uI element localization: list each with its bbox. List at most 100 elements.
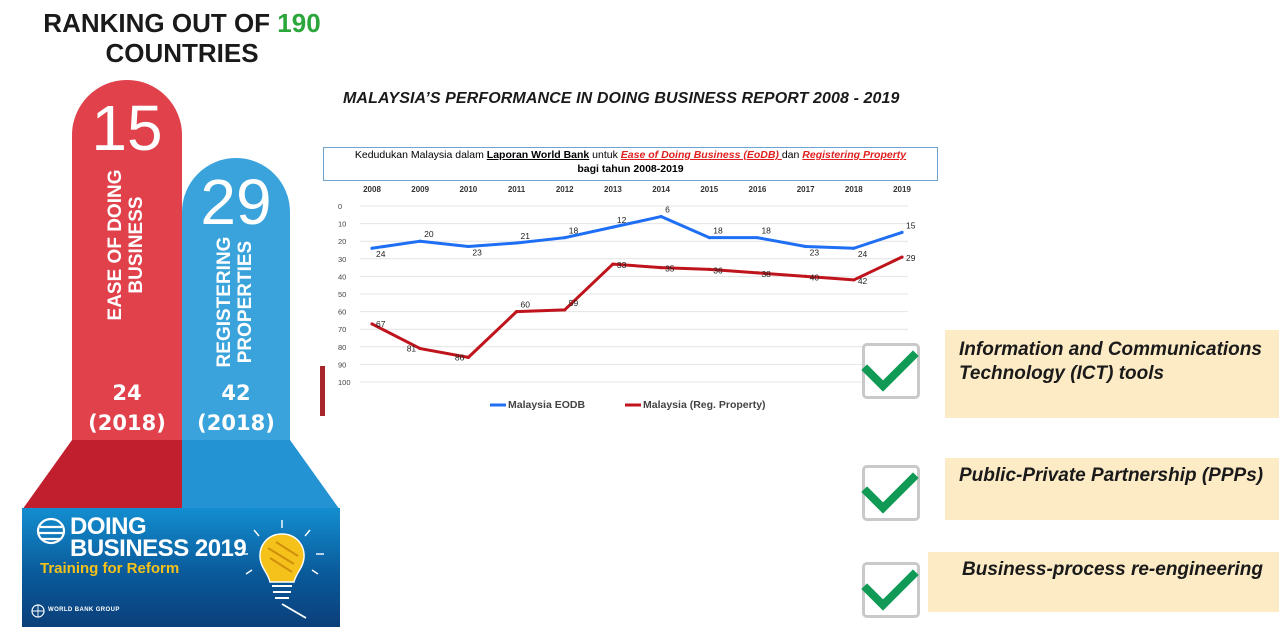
property-pillar: 29 REGISTERING PROPERTIES 42 (2018): [182, 158, 290, 440]
data-label: 6: [665, 205, 670, 215]
data-point: [418, 346, 422, 351]
eodb-prev-year: (2018): [88, 411, 166, 435]
x-tick-label: 2017: [797, 185, 815, 194]
property-prev-value: 42: [221, 381, 251, 405]
series-line-eodb: [371, 215, 903, 250]
checkbox-bpr: [861, 562, 920, 618]
data-label: 36: [713, 265, 723, 275]
data-label: 18: [761, 226, 771, 236]
legend-label: Malaysia (Reg. Property): [643, 399, 766, 411]
checklist-item-ppp: Public-Private Partnership (PPPs): [945, 458, 1279, 520]
data-label: 23: [810, 247, 820, 257]
data-label: 23: [472, 247, 482, 257]
data-point: [900, 255, 904, 259]
series-line-property: [371, 255, 903, 359]
legend-label: Malaysia EODB: [508, 399, 585, 411]
data-label: 67: [376, 319, 386, 329]
data-point: [659, 266, 663, 270]
pillar-base-blue: [182, 440, 340, 510]
checkbox-ppp: [861, 465, 920, 521]
eodb-prev-value: 24: [112, 381, 142, 405]
x-tick-label: 2016: [749, 185, 767, 194]
data-label: 20: [424, 229, 434, 239]
y-tick-label: 60: [338, 308, 346, 317]
caption-part2: Laporan World Bank: [486, 149, 590, 161]
data-point: [707, 267, 711, 271]
x-tick-label: 2011: [508, 185, 526, 194]
data-point: [514, 310, 519, 314]
accent-bar: [320, 366, 325, 416]
data-point: [611, 225, 615, 229]
x-tick-label: 2013: [604, 185, 622, 194]
x-tick-label: 2019: [893, 185, 911, 194]
banner-title: DOING BUSINESS 2019: [70, 513, 247, 562]
data-label: 18: [569, 226, 579, 236]
data-point: [370, 322, 374, 326]
y-tick-label: 80: [338, 343, 346, 352]
data-point: [900, 230, 904, 234]
db-logo-icon: [36, 517, 66, 545]
data-point: [563, 236, 567, 240]
checkbox-ict: [861, 343, 920, 399]
caption-line2: bagi tahun 2008-2019: [577, 163, 684, 175]
data-point: [370, 246, 374, 250]
y-tick-label: 100: [338, 378, 351, 387]
data-point: [659, 214, 663, 219]
data-label: 35: [665, 264, 675, 274]
data-label: 59: [569, 298, 579, 308]
x-tick-label: 2018: [845, 185, 863, 194]
data-point: [418, 239, 422, 243]
data-point: [804, 244, 808, 249]
y-tick-label: 70: [338, 325, 346, 334]
checklist-item-bpr: Business-process re-engineering: [928, 552, 1279, 612]
data-label: 21: [521, 231, 531, 241]
data-label: 86: [455, 352, 465, 362]
pillar-base: [22, 440, 340, 510]
caption-part4: Ease of Doing Business (EoDB): [620, 149, 782, 161]
x-tick-label: 2008: [363, 185, 381, 194]
eodb-pillar: 15 EASE OF DOING BUSINESS 24 (2018): [72, 80, 182, 440]
caption-part3: untuk: [589, 149, 621, 161]
checklist-text-ict: Information and Communications Technolog…: [959, 339, 1262, 384]
data-label: 60: [521, 300, 531, 310]
ranking-heading: RANKING OUT OF 190 COUNTRIES: [22, 8, 342, 68]
doing-business-banner: DOING BUSINESS 2019 Training for Reform …: [22, 508, 340, 627]
data-point: [852, 246, 856, 250]
banner-line1: DOING: [70, 513, 147, 540]
data-label: 33: [617, 260, 627, 270]
data-point: [852, 278, 856, 282]
data-label: 42: [858, 276, 868, 286]
checklist-item-ict: Information and Communications Technolog…: [945, 330, 1279, 418]
x-tick-label: 2015: [700, 185, 718, 194]
data-label: 40: [810, 272, 820, 282]
data-point: [466, 244, 470, 249]
x-tick-label: 2014: [652, 185, 670, 194]
y-tick-label: 20: [338, 237, 346, 246]
heading-prefix: RANKING OUT OF: [43, 8, 278, 38]
data-point: [563, 308, 567, 312]
caption-part5: dan: [781, 149, 803, 161]
y-tick-label: 10: [338, 220, 346, 229]
heading-suffix: COUNTRIES: [105, 38, 259, 68]
y-tick-label: 30: [338, 255, 346, 264]
data-label: 29: [906, 253, 916, 263]
data-label: 24: [858, 249, 868, 259]
line-chart: 0 10 20 30 40 50 60 70 80 90 100 2008 2009 2010 2011 20…: [338, 185, 916, 411]
data-point: [755, 236, 760, 240]
banner-org: WORLD BANK GROUP: [48, 607, 120, 613]
data-label: 38: [761, 269, 771, 279]
x-tick-label: 2010: [459, 185, 477, 194]
caption-part6: Registering Property: [802, 149, 907, 161]
checklist-text-bpr: Business-process re-engineering: [962, 559, 1263, 580]
data-point: [804, 274, 808, 278]
data-point: [466, 355, 470, 359]
data-label: 12: [617, 215, 627, 225]
data-label: 81: [407, 344, 417, 354]
check-icon: [861, 472, 919, 514]
y-tick-label: 50: [338, 290, 346, 299]
banner-line2: BUSINESS 2019: [70, 535, 247, 562]
data-label: 15: [906, 220, 916, 230]
chart-title: MALAYSIA’S PERFORMANCE IN DOING BUSINESS…: [343, 90, 900, 107]
property-rank: 29: [200, 166, 272, 238]
data-label: 24: [376, 249, 386, 259]
